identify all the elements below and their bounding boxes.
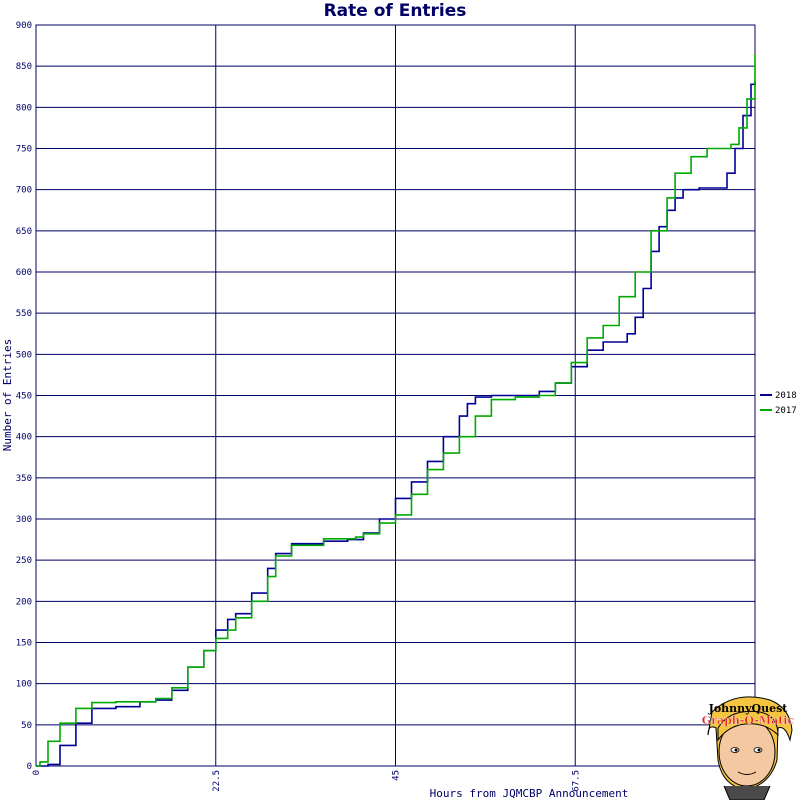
y-tick-label: 250 bbox=[16, 556, 32, 566]
y-tick-label: 100 bbox=[16, 680, 32, 690]
y-tick-label: 500 bbox=[16, 350, 32, 360]
chart-title: Rate of Entries bbox=[324, 1, 467, 21]
y-tick-label: 700 bbox=[16, 186, 32, 196]
y-tick-label: 400 bbox=[16, 433, 32, 443]
series-line-2017 bbox=[36, 53, 756, 767]
y-tick-label: 900 bbox=[16, 21, 32, 31]
gridlines bbox=[35, 24, 756, 767]
logo-face-icon bbox=[707, 696, 793, 801]
y-tick-label: 150 bbox=[16, 639, 32, 649]
x-tick-label: 22.5 bbox=[212, 770, 222, 792]
y-tick-label: 800 bbox=[16, 103, 32, 113]
y-tick-label: 50 bbox=[21, 721, 32, 731]
y-tick-label: 750 bbox=[16, 145, 32, 155]
y-tick-label: 600 bbox=[16, 268, 32, 278]
logo-line-2: Graph-O-Matic bbox=[702, 714, 795, 727]
y-axis-ticks: 0 50 100 150 200 250 300 350 400 450 500 550 600 650 7… bbox=[16, 21, 32, 772]
series-lines bbox=[36, 53, 756, 767]
y-axis-label: Number of Entries bbox=[1, 339, 14, 452]
x-tick-label: 0 bbox=[32, 770, 42, 775]
legend: 2018 2017 bbox=[760, 391, 797, 416]
legend-label-2018: 2018 bbox=[775, 391, 797, 401]
x-tick-label: 45 bbox=[392, 770, 402, 781]
y-tick-label: 450 bbox=[16, 392, 32, 402]
x-axis-label: Hours from JQMCBP Announcement bbox=[430, 787, 629, 800]
y-tick-label: 550 bbox=[16, 309, 32, 319]
y-tick-label: 650 bbox=[16, 227, 32, 237]
x-tick-label: 67.5 bbox=[571, 770, 581, 792]
y-tick-label: 0 bbox=[27, 762, 32, 772]
y-tick-label: 350 bbox=[16, 474, 32, 484]
y-tick-label: 200 bbox=[16, 597, 32, 607]
graph-o-matic-logo: JohnnyQuest Graph-O-Matic bbox=[702, 696, 795, 801]
y-tick-label: 850 bbox=[16, 62, 32, 72]
legend-label-2017: 2017 bbox=[775, 406, 797, 416]
logo-line-1: JohnnyQuest bbox=[708, 702, 789, 715]
y-tick-label: 300 bbox=[16, 515, 32, 525]
